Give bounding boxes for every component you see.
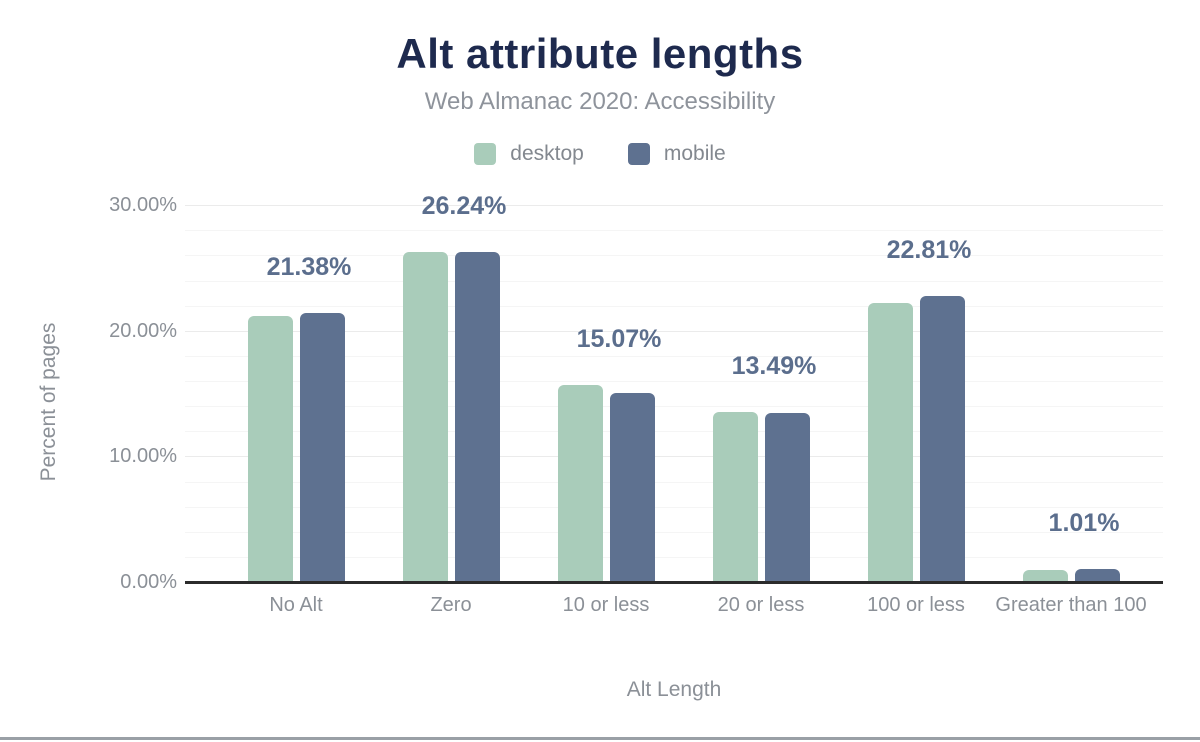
gridline-22pct xyxy=(185,306,1163,307)
gridline-26pct xyxy=(185,255,1163,256)
legend-label: mobile xyxy=(663,142,726,165)
gridline-20pct xyxy=(185,331,1163,332)
x-axis-baseline xyxy=(185,581,1163,584)
bar-desktop-100-or-less[interactable] xyxy=(868,303,913,582)
chart-title: Alt attribute lengths xyxy=(396,30,804,77)
chart-legend: desktop mobile xyxy=(0,142,1200,166)
gridline-28pct xyxy=(185,230,1163,231)
y-tick-label: 20.00% xyxy=(109,320,177,342)
y-tick-label: 0.00% xyxy=(120,571,177,593)
x-category-label-10-or-less: 10 or less xyxy=(562,594,650,616)
bar-desktop-10-or-less[interactable] xyxy=(558,385,603,582)
x-category-label-100-or-less: 100 or less xyxy=(867,594,965,616)
data-label-10-or-less: 15.07% xyxy=(576,325,662,353)
legend-swatch-desktop xyxy=(474,143,497,165)
gridline-2pct xyxy=(185,557,1163,558)
x-axis-title: Alt Length xyxy=(626,678,722,701)
bar-desktop-greater-than-100[interactable] xyxy=(1023,570,1068,582)
gridline-30pct xyxy=(185,205,1163,206)
bar-mobile-20-or-less[interactable] xyxy=(765,413,810,582)
legend-label: desktop xyxy=(510,142,584,165)
bar-desktop-20-or-less[interactable] xyxy=(713,412,758,582)
gridline-14pct xyxy=(185,406,1163,407)
x-category-label-greater-than-100: Greater than 100 xyxy=(995,594,1147,616)
bar-mobile-10-or-less[interactable] xyxy=(610,393,655,582)
bar-mobile-greater-than-100[interactable] xyxy=(1075,569,1120,582)
gridline-4pct xyxy=(185,532,1163,533)
bar-desktop-no-alt[interactable] xyxy=(248,316,293,582)
data-label-20-or-less: 13.49% xyxy=(731,352,817,380)
data-label-zero: 26.24% xyxy=(421,192,507,220)
gridline-16pct xyxy=(185,381,1163,382)
bar-mobile-zero[interactable] xyxy=(455,252,500,582)
bar-mobile-no-alt[interactable] xyxy=(300,313,345,582)
gridline-10pct xyxy=(185,456,1163,457)
legend-item-desktop: desktop xyxy=(474,142,584,166)
x-category-label-20-or-less: 20 or less xyxy=(717,594,805,616)
y-tick-label: 30.00% xyxy=(109,194,177,216)
gridline-8pct xyxy=(185,482,1163,483)
y-tick-label: 10.00% xyxy=(109,445,177,467)
x-category-label-no-alt: No Alt xyxy=(269,594,323,616)
legend-item-mobile: mobile xyxy=(627,142,726,166)
bar-mobile-100-or-less[interactable] xyxy=(920,296,965,582)
bar-desktop-zero[interactable] xyxy=(403,252,448,582)
y-axis-title: Percent of pages xyxy=(37,322,60,482)
x-category-label-zero: Zero xyxy=(430,594,472,616)
gridline-12pct xyxy=(185,431,1163,432)
data-label-no-alt: 21.38% xyxy=(266,253,352,281)
gridline-6pct xyxy=(185,507,1163,508)
chart-subtitle: Web Almanac 2020: Accessibility xyxy=(424,88,776,115)
gridline-18pct xyxy=(185,356,1163,357)
data-label-100-or-less: 22.81% xyxy=(886,236,972,264)
gridline-24pct xyxy=(185,281,1163,282)
bottom-divider xyxy=(0,737,1200,740)
data-label-greater-than-100: 1.01% xyxy=(1048,509,1120,537)
legend-swatch-mobile xyxy=(627,143,650,165)
